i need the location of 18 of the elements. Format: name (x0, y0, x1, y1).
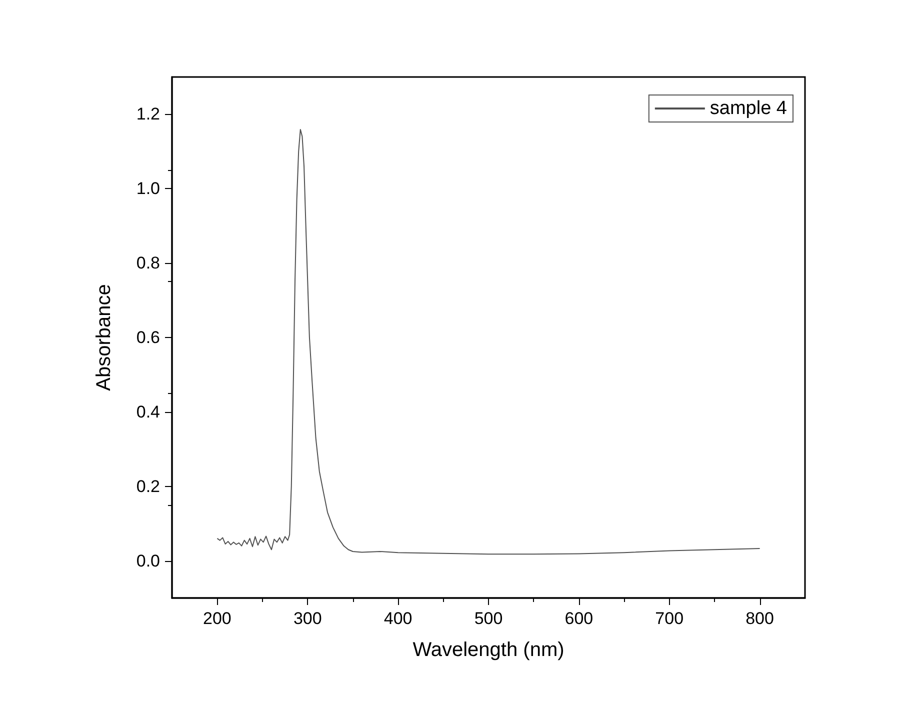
line-series (216, 128, 760, 555)
y-tick-label: 1.2 (136, 104, 160, 124)
y-tick-label: 0.0 (136, 551, 160, 570)
y-tick-label: 0.6 (136, 328, 160, 347)
y-tick-label: 1.0 (136, 179, 160, 198)
y-tick-label: 0.8 (136, 254, 160, 273)
y-tick-label: 0.2 (136, 476, 160, 496)
x-tick-label: 700 (655, 609, 684, 628)
y-axis-title: Absorbance (93, 284, 115, 391)
x-tick-label: 600 (564, 609, 594, 628)
x-axis-title: Wavelength (nm) (412, 639, 564, 661)
legend-label: sample 4 (710, 98, 788, 119)
x-tick-label: 400 (384, 609, 412, 628)
x-tick-label: 800 (746, 609, 774, 628)
x-tick-label: 300 (293, 609, 322, 628)
x-tick-label: 500 (474, 609, 503, 628)
x-tick-label: 200 (203, 609, 232, 628)
y-tick-label: 0.4 (136, 402, 160, 422)
